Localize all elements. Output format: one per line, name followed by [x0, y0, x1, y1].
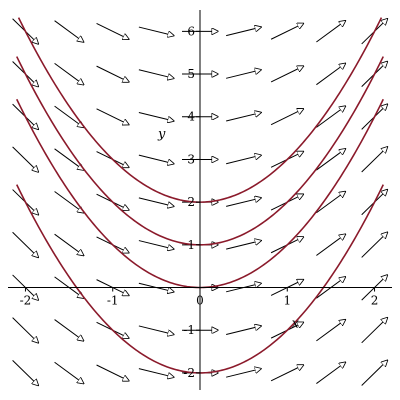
tick-labels: -2 -1 0 1 2 -2 -1 1 2 3 4 5 6 — [20, 24, 379, 380]
field-arrow — [54, 233, 84, 255]
y-tick-label: 4 — [187, 110, 195, 124]
field-arrow — [12, 146, 39, 172]
field-arrow — [270, 23, 303, 40]
field-arrow — [226, 70, 261, 79]
x-tick-label: -2 — [20, 294, 32, 308]
field-arrow — [54, 361, 84, 383]
field-arrow — [96, 364, 129, 381]
y-tick-label: -1 — [183, 323, 195, 337]
field-arrow — [316, 362, 345, 384]
field-arrow — [12, 359, 39, 385]
y-tick-label: 5 — [187, 67, 195, 81]
field-arrow — [361, 232, 388, 258]
field-arrow — [96, 108, 129, 125]
field-arrow — [96, 65, 129, 82]
y-tick-label: 6 — [187, 24, 195, 38]
y-tick-label: -2 — [183, 366, 195, 380]
field-arrow — [226, 27, 261, 37]
field-arrow — [138, 154, 174, 164]
field-arrow — [316, 21, 345, 43]
y-tick-label: 3 — [187, 152, 195, 166]
field-arrow — [226, 155, 261, 165]
field-arrow — [12, 231, 39, 257]
x-tick-label: 0 — [196, 294, 204, 308]
x-tick-label: 2 — [371, 294, 379, 308]
field-arrow — [138, 111, 174, 121]
field-arrow — [138, 240, 174, 250]
field-arrow — [12, 317, 39, 343]
field-arrow — [361, 360, 388, 386]
x-tick-label: -1 — [107, 294, 119, 308]
field-arrow — [316, 320, 345, 342]
field-arrow — [316, 106, 345, 128]
y-tick-label: 1 — [187, 238, 195, 252]
field-arrow — [54, 62, 84, 84]
field-arrow — [316, 234, 345, 256]
field-arrow — [316, 149, 345, 171]
x-tick-label: 1 — [283, 294, 291, 308]
x-axis-label: x — [292, 317, 300, 332]
field-arrow — [138, 197, 174, 207]
field-arrow — [270, 109, 303, 126]
field-arrow — [226, 326, 261, 335]
field-arrow — [54, 191, 84, 212]
field-arrow — [54, 319, 84, 341]
field-arrow — [316, 191, 345, 214]
field-arrow — [316, 63, 345, 86]
field-arrow — [226, 241, 261, 250]
field-arrow — [54, 148, 84, 170]
field-arrow — [54, 20, 84, 42]
field-arrow — [361, 318, 388, 344]
field-arrow — [270, 66, 303, 83]
field-arrow — [138, 69, 174, 79]
y-axis-label: y — [157, 127, 166, 142]
field-arrow — [361, 147, 388, 173]
y-tick-label: 2 — [187, 195, 195, 209]
field-arrow — [96, 22, 129, 39]
field-arrow — [226, 112, 261, 122]
field-arrow — [54, 105, 84, 127]
field-arrow — [138, 368, 174, 378]
field-arrow — [226, 198, 261, 207]
field-arrow — [226, 369, 261, 378]
field-arrow — [138, 26, 174, 36]
field-arrow — [138, 325, 174, 335]
field-arrow — [270, 365, 303, 382]
